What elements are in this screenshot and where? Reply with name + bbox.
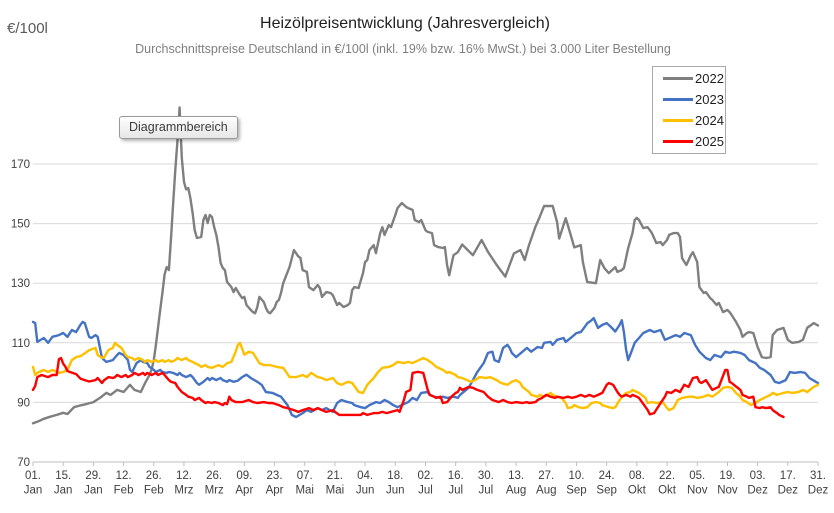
series-line-2023[interactable] bbox=[31, 316, 820, 419]
legend-line-swatch bbox=[663, 98, 693, 101]
x-axis-tick-label[interactable]: 17. Dez bbox=[778, 470, 799, 497]
x-axis-tick-label[interactable]: 03. Dez bbox=[747, 470, 768, 497]
x-axis-tick-label[interactable]: 27. Aug bbox=[536, 470, 556, 497]
x-axis-tick-label[interactable]: 13. Aug bbox=[506, 470, 526, 497]
y-axis-unit-label: €/100l bbox=[7, 20, 48, 37]
legend-line-swatch bbox=[663, 119, 693, 122]
x-axis-tick-label[interactable]: 29. Jan bbox=[84, 470, 103, 497]
x-axis-tick-label[interactable]: 30. Jul bbox=[478, 470, 494, 497]
x-axis-tick-label[interactable]: 23. Apr bbox=[266, 470, 284, 497]
x-axis-tick-label[interactable]: 12. Feb bbox=[114, 470, 134, 497]
y-axis-tick-label[interactable]: 130 bbox=[11, 278, 30, 290]
x-axis-tick-label[interactable]: 04. Jun bbox=[356, 470, 375, 497]
series-line-2022[interactable] bbox=[31, 106, 820, 425]
x-axis-tick-label[interactable]: 16. Jul bbox=[448, 470, 464, 497]
x-axis-tick-label[interactable]: 10. Sep bbox=[566, 470, 586, 497]
legend-line-swatch bbox=[663, 140, 693, 143]
legend-item-2023[interactable]: 2023 bbox=[663, 89, 725, 110]
series-line-2025[interactable] bbox=[31, 356, 785, 419]
x-axis-tick-label[interactable]: 26. Mrz bbox=[205, 470, 224, 497]
y-axis-tick-label[interactable]: 90 bbox=[17, 397, 30, 409]
x-axis-tick-label[interactable]: 31. Dez bbox=[808, 470, 829, 497]
legend-line-swatch bbox=[663, 77, 693, 80]
legend-label: 2025 bbox=[695, 134, 724, 149]
x-axis-tick-label[interactable]: 07. Mai bbox=[295, 470, 314, 497]
x-axis-tick-label[interactable]: 02. Jul bbox=[418, 470, 434, 497]
x-axis-tick-label[interactable]: 21. Mai bbox=[326, 470, 345, 497]
x-axis-tick-label[interactable]: 15. Jan bbox=[54, 470, 73, 497]
legend-label: 2023 bbox=[695, 92, 724, 107]
x-axis-tick-label[interactable]: 22. Okt bbox=[658, 470, 677, 497]
chart-legend[interactable]: 2022 2023 2024 2025 bbox=[652, 66, 726, 154]
y-axis-tick-label[interactable]: 70 bbox=[17, 457, 30, 469]
x-axis-tick-label[interactable]: 12. Mrz bbox=[174, 470, 193, 497]
chart-title: Heizölpreisentwicklung (Jahresvergleich) bbox=[260, 15, 550, 32]
chart-area-tooltip: Diagrammbereich bbox=[119, 116, 238, 139]
legend-item-2025[interactable]: 2025 bbox=[663, 131, 725, 152]
x-axis-tick-label[interactable]: 18. Jun bbox=[386, 470, 405, 497]
series-line-2024[interactable] bbox=[31, 341, 820, 412]
legend-label: 2022 bbox=[695, 71, 724, 86]
legend-label: 2024 bbox=[695, 113, 724, 128]
legend-item-2024[interactable]: 2024 bbox=[663, 110, 725, 131]
x-axis-tick-label[interactable]: 05. Nov bbox=[687, 470, 708, 497]
y-axis-tick-label[interactable]: 170 bbox=[11, 159, 30, 171]
chart-subtitle: Durchschnittspreise Deutschland in €/100… bbox=[135, 42, 671, 56]
x-axis-tick-label[interactable]: 09. Apr bbox=[235, 470, 253, 497]
x-axis-tick-label[interactable]: 19. Nov bbox=[717, 470, 738, 497]
x-axis-tick-label[interactable]: 26. Feb bbox=[144, 470, 164, 497]
x-axis-tick-label[interactable]: 24. Sep bbox=[596, 470, 616, 497]
y-axis-tick-label[interactable]: 150 bbox=[11, 219, 30, 231]
x-axis-tick-label[interactable]: 01. Jan bbox=[24, 470, 43, 497]
y-axis-tick-label[interactable]: 110 bbox=[12, 338, 30, 350]
x-axis-tick-label[interactable]: 08. Okt bbox=[628, 470, 647, 497]
legend-item-2022[interactable]: 2022 bbox=[663, 68, 725, 89]
